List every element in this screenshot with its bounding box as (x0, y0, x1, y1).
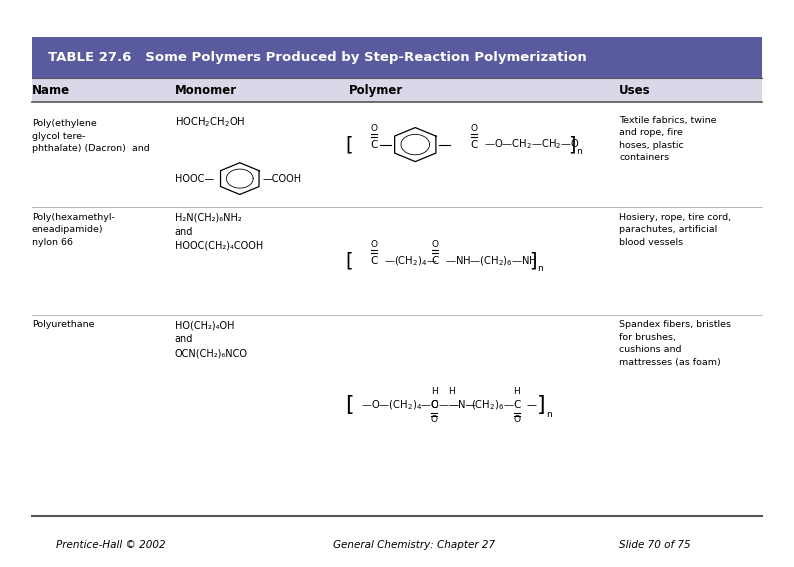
Text: —O—CH$_2$—CH$_2$—O: —O—CH$_2$—CH$_2$—O (484, 138, 580, 151)
Text: —N—: —N— (449, 400, 476, 411)
Text: —(CH$_2$)$_4$—: —(CH$_2$)$_4$— (384, 254, 437, 268)
FancyBboxPatch shape (32, 37, 762, 78)
Text: O: O (432, 240, 438, 249)
Text: Poly(hexamethyl-
eneadipamide)
nylon 66: Poly(hexamethyl- eneadipamide) nylon 66 (32, 213, 114, 247)
Text: Prentice-Hall © 2002: Prentice-Hall © 2002 (56, 540, 165, 551)
Text: H₂N(CH₂)₆NH₂
and
HOOC(CH₂)₄COOH: H₂N(CH₂)₆NH₂ and HOOC(CH₂)₄COOH (175, 213, 263, 251)
Text: Poly(ethylene
glycol tere-
phthalate) (Dacron)  and: Poly(ethylene glycol tere- phthalate) (D… (32, 119, 149, 153)
Text: —COOH: —COOH (262, 174, 301, 184)
Text: ]: ] (529, 251, 536, 270)
Text: —: — (526, 400, 537, 411)
Text: n: n (537, 264, 542, 273)
Text: C: C (370, 139, 378, 150)
Text: Textile fabrics, twine
and rope, fire
hoses, plastic
containers: Textile fabrics, twine and rope, fire ho… (619, 116, 717, 162)
Text: Polymer: Polymer (349, 84, 403, 96)
Text: —O—(CH$_2$)$_4$—O—: —O—(CH$_2$)$_4$—O— (361, 399, 450, 412)
Text: H: H (431, 387, 437, 396)
Text: C: C (513, 400, 521, 411)
FancyBboxPatch shape (32, 78, 762, 102)
Text: Monomer: Monomer (175, 84, 237, 96)
Text: Name: Name (32, 84, 70, 96)
Text: Uses: Uses (619, 84, 651, 96)
Text: ]: ] (568, 135, 575, 154)
Text: O: O (514, 415, 520, 424)
Text: Slide 70 of 75: Slide 70 of 75 (619, 540, 691, 551)
Text: ]: ] (537, 395, 545, 416)
Text: n: n (576, 147, 581, 156)
Text: [: [ (345, 251, 353, 270)
Text: HO(CH₂)₄OH
and
OCN(CH₂)₆NCO: HO(CH₂)₄OH and OCN(CH₂)₆NCO (175, 320, 248, 358)
Text: Hosiery, rope, tire cord,
parachutes, artificial
blood vessels: Hosiery, rope, tire cord, parachutes, ar… (619, 213, 731, 247)
Text: HOCH$_2$CH$_2$OH: HOCH$_2$CH$_2$OH (175, 116, 245, 129)
Text: C: C (470, 139, 478, 150)
Text: C: C (431, 256, 439, 266)
Text: H: H (514, 387, 520, 396)
Text: Polyurethane: Polyurethane (32, 320, 94, 329)
FancyBboxPatch shape (32, 102, 762, 516)
Text: O: O (431, 415, 437, 424)
Text: Spandex fibers, bristles
for brushes,
cushions and
mattresses (as foam): Spandex fibers, bristles for brushes, cu… (619, 320, 731, 367)
Text: O: O (471, 124, 477, 133)
Text: n: n (546, 410, 552, 419)
Text: HOOC—: HOOC— (175, 174, 214, 184)
Text: C: C (430, 400, 438, 411)
Text: General Chemistry: Chapter 27: General Chemistry: Chapter 27 (333, 540, 495, 551)
Text: —NH—(CH$_2$)$_6$—NH: —NH—(CH$_2$)$_6$—NH (445, 254, 537, 268)
Text: TABLE 27.6   Some Polymers Produced by Step-Reaction Polymerization: TABLE 27.6 Some Polymers Produced by Ste… (48, 52, 587, 64)
Text: [: [ (345, 135, 353, 154)
Text: C: C (370, 256, 378, 266)
Text: (CH$_2$)$_6$—: (CH$_2$)$_6$— (471, 399, 515, 412)
Text: [: [ (345, 395, 354, 416)
Text: H: H (449, 387, 455, 396)
Text: O: O (371, 124, 377, 133)
Text: O: O (371, 240, 377, 249)
